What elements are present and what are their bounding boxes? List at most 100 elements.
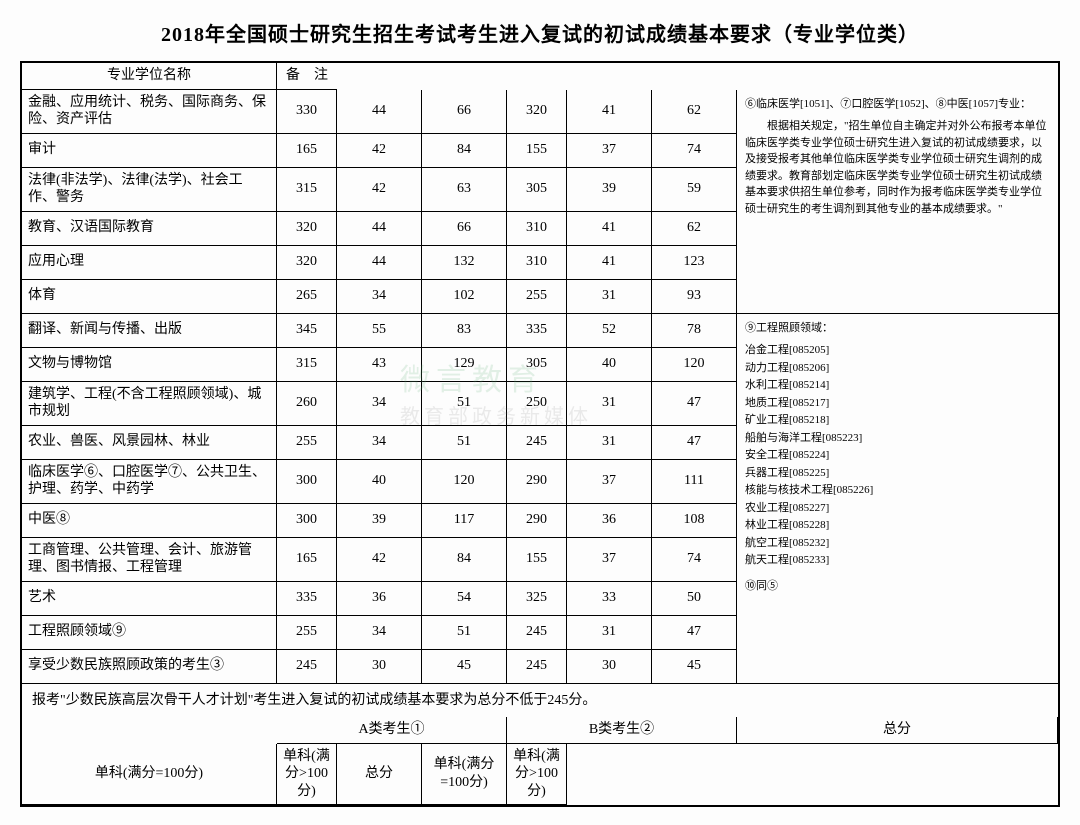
- row-value: 335: [507, 314, 567, 348]
- row-value: 310: [507, 212, 567, 246]
- row-value: 45: [422, 650, 507, 684]
- row-value: 165: [277, 134, 337, 168]
- row-value: 33: [567, 582, 652, 616]
- row-value: 44: [337, 246, 422, 280]
- row-value: 245: [507, 616, 567, 650]
- footer-note: 报考"少数民族高层次骨干人才计划"考生进入复试的初试成绩基本要求为总分不低于24…: [22, 684, 1058, 718]
- sub-total-a: 总分: [737, 717, 1058, 744]
- row-value: 34: [337, 616, 422, 650]
- row-name: 工商管理、公共管理、会计、旅游管理、图书情报、工程管理: [22, 538, 277, 582]
- row-value: 123: [652, 246, 737, 280]
- row-value: 43: [337, 348, 422, 382]
- row-value: 34: [337, 382, 422, 426]
- row-value: 44: [337, 90, 422, 134]
- row-value: 255: [507, 280, 567, 314]
- row-value: 84: [422, 134, 507, 168]
- row-value: 74: [652, 538, 737, 582]
- row-value: 40: [337, 460, 422, 504]
- row-value: 245: [507, 650, 567, 684]
- row-value: 335: [277, 582, 337, 616]
- row-value: 51: [422, 616, 507, 650]
- row-value: 37: [567, 134, 652, 168]
- row-value: 31: [567, 382, 652, 426]
- row-value: 36: [337, 582, 422, 616]
- row-value: 260: [277, 382, 337, 426]
- row-value: 300: [277, 460, 337, 504]
- row-value: 45: [652, 650, 737, 684]
- row-name: 应用心理: [22, 246, 277, 280]
- col-name-header: 专业学位名称: [22, 63, 277, 90]
- row-value: 31: [567, 426, 652, 460]
- row-value: 290: [507, 460, 567, 504]
- row-value: 300: [277, 504, 337, 538]
- row-value: 305: [507, 168, 567, 212]
- row-value: 120: [652, 348, 737, 382]
- row-value: 320: [507, 90, 567, 134]
- row-value: 255: [277, 426, 337, 460]
- row-value: 74: [652, 134, 737, 168]
- row-value: 31: [567, 616, 652, 650]
- row-name: 临床医学⑥、口腔医学⑦、公共卫生、护理、药学、中药学: [22, 460, 277, 504]
- row-value: 290: [507, 504, 567, 538]
- row-value: 108: [652, 504, 737, 538]
- row-value: 52: [567, 314, 652, 348]
- row-name: 金融、应用统计、税务、国际商务、保险、资产评估: [22, 90, 277, 134]
- row-value: 41: [567, 90, 652, 134]
- row-value: 34: [337, 426, 422, 460]
- sub-s2-b: 单科(满分>100分): [507, 744, 567, 806]
- row-value: 42: [337, 134, 422, 168]
- row-value: 51: [422, 382, 507, 426]
- row-value: 78: [652, 314, 737, 348]
- group-a-header: A类考生①: [277, 717, 507, 744]
- row-value: 111: [652, 460, 737, 504]
- sub-s1-a: 单科(满分=100分): [22, 744, 277, 806]
- row-value: 62: [652, 212, 737, 246]
- row-value: 155: [507, 134, 567, 168]
- row-value: 132: [422, 246, 507, 280]
- row-value: 245: [507, 426, 567, 460]
- row-value: 63: [422, 168, 507, 212]
- row-value: 320: [277, 246, 337, 280]
- row-value: 250: [507, 382, 567, 426]
- row-value: 55: [337, 314, 422, 348]
- row-value: 66: [422, 90, 507, 134]
- sub-s1-b: 单科(满分=100分): [422, 744, 507, 806]
- row-value: 30: [337, 650, 422, 684]
- row-name: 工程照顾领域⑨: [22, 616, 277, 650]
- row-value: 93: [652, 280, 737, 314]
- row-value: 54: [422, 582, 507, 616]
- row-value: 37: [567, 460, 652, 504]
- sub-s2-a: 单科(满分>100分): [277, 744, 337, 806]
- row-value: 42: [337, 168, 422, 212]
- row-value: 310: [507, 246, 567, 280]
- row-value: 41: [567, 246, 652, 280]
- row-value: 39: [567, 168, 652, 212]
- row-value: 320: [277, 212, 337, 246]
- row-value: 83: [422, 314, 507, 348]
- sub-total-b: 总分: [337, 744, 422, 806]
- row-value: 84: [422, 538, 507, 582]
- row-value: 120: [422, 460, 507, 504]
- row-name: 农业、兽医、风景园林、林业: [22, 426, 277, 460]
- row-value: 47: [652, 616, 737, 650]
- row-value: 41: [567, 212, 652, 246]
- row-value: 31: [567, 280, 652, 314]
- row-value: 165: [277, 538, 337, 582]
- row-value: 155: [507, 538, 567, 582]
- score-table: 专业学位名称 A类考生① B类考生② 备 注 总分 单科(满分=100分) 单科…: [20, 61, 1060, 807]
- row-name: 教育、汉语国际教育: [22, 212, 277, 246]
- row-value: 129: [422, 348, 507, 382]
- row-value: 245: [277, 650, 337, 684]
- row-name: 审计: [22, 134, 277, 168]
- remarks-block-1: ⑥临床医学[1051]、⑦口腔医学[1052]、⑧中医[1057]专业：根据相关…: [737, 90, 1058, 314]
- row-value: 59: [652, 168, 737, 212]
- row-name: 翻译、新闻与传播、出版: [22, 314, 277, 348]
- row-name: 法律(非法学)、法律(法学)、社会工作、警务: [22, 168, 277, 212]
- row-value: 117: [422, 504, 507, 538]
- row-value: 36: [567, 504, 652, 538]
- row-name: 享受少数民族照顾政策的考生③: [22, 650, 277, 684]
- row-value: 30: [567, 650, 652, 684]
- row-value: 315: [277, 168, 337, 212]
- remarks-header: 备 注: [277, 63, 337, 90]
- row-value: 255: [277, 616, 337, 650]
